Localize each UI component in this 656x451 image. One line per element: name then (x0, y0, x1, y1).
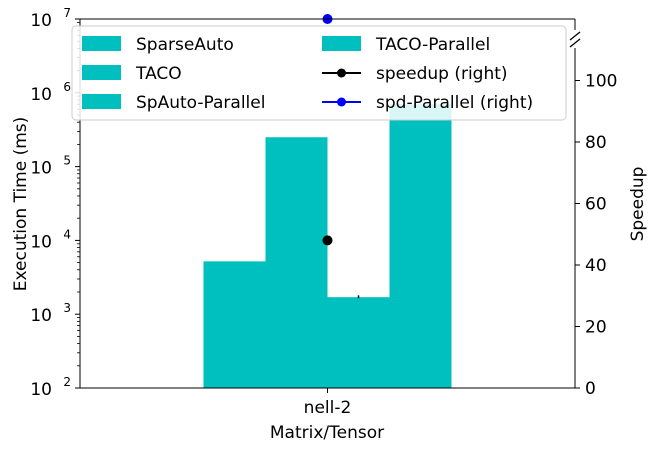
y-tick-label: 10 (30, 232, 52, 252)
y-tick-label: 10 (30, 85, 52, 105)
legend: SparseAuto TACO SpAuto-Parallel TACO-Parall… (71, 25, 567, 121)
y-tick-label: 10 (30, 159, 52, 179)
legend-swatch (322, 36, 361, 51)
legend-label: TACO (135, 64, 182, 84)
y-tick-exponent: 7 (63, 6, 71, 20)
y2-tick-label: 0 (585, 379, 596, 399)
y2-tick-label: 40 (585, 256, 607, 276)
legend-label: SparseAuto (136, 35, 234, 55)
bar-sparseauto (203, 261, 266, 388)
legend-swatch (82, 65, 121, 80)
axis-break-mark (569, 38, 581, 48)
y2-tick-label: 60 (585, 195, 607, 215)
bar-spauto-parallel (327, 297, 390, 388)
bar-taco (265, 137, 328, 388)
legend-label: TACO-Parallel (375, 35, 490, 55)
legend-marker (337, 97, 346, 107)
speedup-markers-layer (322, 14, 333, 246)
bars-layer (203, 104, 452, 389)
legend-swatch (82, 36, 121, 51)
y-tick-exponent: 5 (63, 154, 71, 168)
axis-break-mark (569, 31, 581, 41)
y-tick-label: 10 (30, 11, 52, 31)
axes: 10 2 10 3 10 4 10 5 10 6 10 7 0 20 40 60 80 100 nell-2 (30, 6, 617, 418)
y-tick-exponent: 3 (63, 301, 71, 315)
y-tick-exponent: 6 (63, 80, 71, 94)
legend-swatch (82, 94, 121, 109)
bar-taco-parallel (389, 104, 452, 389)
y-tick-exponent: 2 (63, 375, 71, 389)
legend-box (71, 25, 567, 121)
x-axis-label: Matrix/Tensor (270, 423, 384, 443)
legend-label: speedup (right) (376, 64, 508, 84)
y2-axis-label: Speedup (628, 167, 648, 242)
y-axis-label: Execution Time (ms) (11, 117, 31, 292)
marker-speedup-right- (322, 235, 333, 246)
y-tick-exponent: 4 (63, 227, 71, 241)
x-tick-label: nell-2 (304, 398, 352, 418)
legend-marker (337, 68, 346, 78)
legend-label: spd-Parallel (right) (376, 93, 533, 113)
y2-tick-label: 20 (585, 318, 607, 338)
y-tick-label: 10 (30, 306, 52, 326)
y-tick-label: 10 (30, 380, 52, 400)
legend-label: SpAuto-Parallel (136, 93, 265, 113)
y2-tick-label: 100 (585, 72, 617, 92)
y2-tick-label: 80 (585, 133, 607, 153)
